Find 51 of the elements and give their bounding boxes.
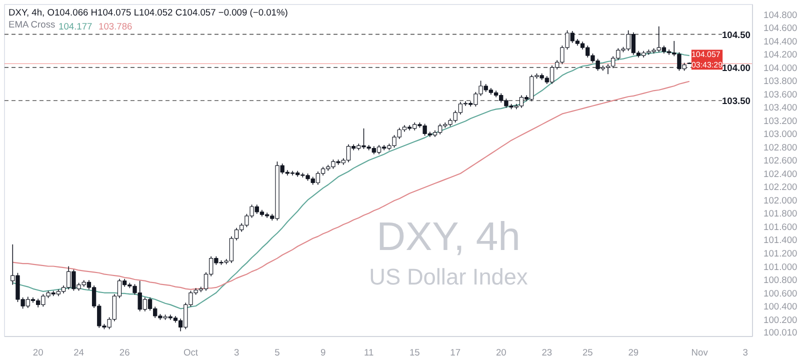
y-tick-label: 104.400 [764, 36, 798, 46]
x-tick-label: 20 [496, 348, 506, 358]
x-tick-label: 17 [450, 348, 461, 358]
y-tick-label: 100.010 [764, 327, 798, 338]
y-tick-label: 104.200 [764, 50, 798, 60]
x-tick-label: Nov [691, 348, 708, 358]
line-series [12, 80, 690, 290]
y-tick-label: 103.000 [764, 129, 798, 140]
text: 103.786 [98, 22, 132, 32]
y-tick-label: 101.800 [764, 208, 798, 219]
y-tick-label: 101.000 [764, 262, 798, 272]
y-tick-label: 103.800 [764, 76, 798, 86]
y-tick-label: 100.600 [764, 288, 798, 298]
y-tick-label: 100.200 [764, 314, 798, 325]
x-tick-label: 20 [32, 348, 44, 358]
y-tick-label: 101.200 [764, 248, 798, 259]
y-tick-label: 104.800 [764, 10, 798, 20]
y-tick-label: 102.200 [764, 182, 798, 192]
x-tick-label: 29 [628, 348, 639, 358]
y-tick-label: 104.000 [764, 62, 798, 73]
y-tick-label: 103.200 [764, 116, 798, 126]
y-tick-label: 101.600 [764, 222, 798, 232]
ref-line-label: 104.00 [722, 62, 750, 73]
x-tick-label: 15 [409, 348, 420, 358]
y-tick-label: 103.400 [764, 102, 798, 113]
text: 104.177 [58, 22, 92, 32]
y-tick-label: 102.800 [764, 142, 798, 152]
annotation: 03:43:29 [691, 60, 724, 70]
y-tick-label: 102.400 [764, 168, 798, 179]
x-tick-label: 11 [364, 348, 374, 358]
y-tick-label: 102.000 [764, 195, 798, 206]
ref-line-label: 104.057 [691, 50, 721, 59]
x-tick-label: 3 [234, 348, 240, 358]
x-tick-label: 3 [742, 348, 748, 358]
x-tick-label: 24 [74, 348, 84, 358]
y-tick-label: 101.400 [764, 235, 798, 246]
y-tick-label: 100.800 [764, 275, 798, 286]
ref-line-label: 104.50 [722, 30, 750, 40]
x-tick-label: 23 [542, 348, 552, 358]
x-tick-label: 9 [320, 348, 326, 358]
y-tick-label: 104.600 [764, 23, 798, 34]
x-tick-label: 5 [274, 348, 280, 358]
y-tick-label: 103.600 [764, 89, 798, 100]
legend-title: EMA Cross [8, 20, 56, 30]
chart-title: DXY, 4h, O104.066 H104.075 L104.052 C104.057 −0.009 (−0.01%) [8, 8, 288, 18]
x-tick-label: 25 [582, 348, 593, 358]
x-tick-label: Oct [183, 348, 198, 358]
x-tick-label: 26 [119, 348, 130, 358]
y-tick-label: 100.400 [764, 302, 798, 312]
ref-line-label: 103.50 [722, 96, 750, 106]
y-tick-label: 102.600 [764, 156, 798, 166]
